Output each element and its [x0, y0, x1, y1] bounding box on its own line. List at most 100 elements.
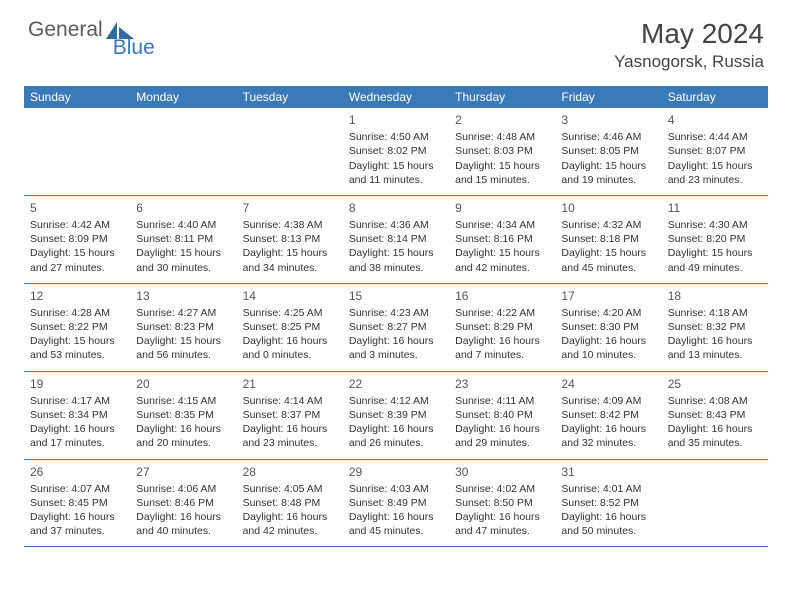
sunrise-text: Sunrise: 4:08 AM	[668, 394, 762, 408]
sunrise-text: Sunrise: 4:30 AM	[668, 218, 762, 232]
daylight-text: and 32 minutes.	[561, 436, 655, 450]
sunrise-text: Sunrise: 4:06 AM	[136, 482, 230, 496]
calendar-week: 1Sunrise: 4:50 AMSunset: 8:02 PMDaylight…	[24, 108, 768, 196]
daylight-text: Daylight: 16 hours	[349, 334, 443, 348]
day-number: 29	[349, 464, 443, 480]
calendar-cell: 4Sunrise: 4:44 AMSunset: 8:07 PMDaylight…	[662, 108, 768, 195]
daylight-text: Daylight: 16 hours	[561, 334, 655, 348]
calendar-cell: 27Sunrise: 4:06 AMSunset: 8:46 PMDayligh…	[130, 460, 236, 547]
daylight-text: and 47 minutes.	[455, 524, 549, 538]
sunset-text: Sunset: 8:49 PM	[349, 496, 443, 510]
daylight-text: and 53 minutes.	[30, 348, 124, 362]
calendar-cell: 24Sunrise: 4:09 AMSunset: 8:42 PMDayligh…	[555, 372, 661, 459]
sunset-text: Sunset: 8:16 PM	[455, 232, 549, 246]
sunset-text: Sunset: 8:07 PM	[668, 144, 762, 158]
day-number: 9	[455, 200, 549, 216]
daylight-text: Daylight: 16 hours	[455, 422, 549, 436]
daylight-text: and 30 minutes.	[136, 261, 230, 275]
daylight-text: and 23 minutes.	[243, 436, 337, 450]
weekday-label: Monday	[130, 86, 236, 108]
daylight-text: and 19 minutes.	[561, 173, 655, 187]
sunrise-text: Sunrise: 4:42 AM	[30, 218, 124, 232]
daylight-text: and 23 minutes.	[668, 173, 762, 187]
brand-logo: General Blue	[28, 18, 138, 42]
daylight-text: Daylight: 16 hours	[561, 422, 655, 436]
day-number: 31	[561, 464, 655, 480]
sunrise-text: Sunrise: 4:18 AM	[668, 306, 762, 320]
day-number: 22	[349, 376, 443, 392]
daylight-text: and 20 minutes.	[136, 436, 230, 450]
sunrise-text: Sunrise: 4:14 AM	[243, 394, 337, 408]
calendar-week: 26Sunrise: 4:07 AMSunset: 8:45 PMDayligh…	[24, 460, 768, 548]
calendar-cell: 21Sunrise: 4:14 AMSunset: 8:37 PMDayligh…	[237, 372, 343, 459]
page-header: General Blue May 2024 Yasnogorsk, Russia	[0, 0, 792, 78]
calendar-cell: 30Sunrise: 4:02 AMSunset: 8:50 PMDayligh…	[449, 460, 555, 547]
brand-text-1: General	[28, 18, 103, 42]
calendar-cell: 25Sunrise: 4:08 AMSunset: 8:43 PMDayligh…	[662, 372, 768, 459]
calendar-cell: 11Sunrise: 4:30 AMSunset: 8:20 PMDayligh…	[662, 196, 768, 283]
daylight-text: and 45 minutes.	[561, 261, 655, 275]
calendar-week: 19Sunrise: 4:17 AMSunset: 8:34 PMDayligh…	[24, 372, 768, 460]
calendar-cell	[662, 460, 768, 547]
daylight-text: and 29 minutes.	[455, 436, 549, 450]
sunrise-text: Sunrise: 4:23 AM	[349, 306, 443, 320]
daylight-text: and 42 minutes.	[455, 261, 549, 275]
daylight-text: and 34 minutes.	[243, 261, 337, 275]
brand-text-2: Blue	[113, 36, 155, 60]
calendar-body: 1Sunrise: 4:50 AMSunset: 8:02 PMDaylight…	[24, 108, 768, 547]
sunrise-text: Sunrise: 4:38 AM	[243, 218, 337, 232]
day-number: 3	[561, 112, 655, 128]
calendar: SundayMondayTuesdayWednesdayThursdayFrid…	[24, 86, 768, 547]
weekday-label: Thursday	[449, 86, 555, 108]
sunset-text: Sunset: 8:50 PM	[455, 496, 549, 510]
sunrise-text: Sunrise: 4:01 AM	[561, 482, 655, 496]
sunset-text: Sunset: 8:52 PM	[561, 496, 655, 510]
calendar-cell: 13Sunrise: 4:27 AMSunset: 8:23 PMDayligh…	[130, 284, 236, 371]
day-number: 6	[136, 200, 230, 216]
calendar-cell: 29Sunrise: 4:03 AMSunset: 8:49 PMDayligh…	[343, 460, 449, 547]
calendar-cell: 28Sunrise: 4:05 AMSunset: 8:48 PMDayligh…	[237, 460, 343, 547]
daylight-text: and 7 minutes.	[455, 348, 549, 362]
sunset-text: Sunset: 8:32 PM	[668, 320, 762, 334]
sunrise-text: Sunrise: 4:46 AM	[561, 130, 655, 144]
calendar-cell: 19Sunrise: 4:17 AMSunset: 8:34 PMDayligh…	[24, 372, 130, 459]
sunset-text: Sunset: 8:18 PM	[561, 232, 655, 246]
day-number: 17	[561, 288, 655, 304]
title-block: May 2024 Yasnogorsk, Russia	[614, 18, 764, 72]
calendar-cell: 7Sunrise: 4:38 AMSunset: 8:13 PMDaylight…	[237, 196, 343, 283]
daylight-text: and 35 minutes.	[668, 436, 762, 450]
sunset-text: Sunset: 8:46 PM	[136, 496, 230, 510]
daylight-text: Daylight: 16 hours	[136, 510, 230, 524]
sunset-text: Sunset: 8:43 PM	[668, 408, 762, 422]
day-number: 5	[30, 200, 124, 216]
daylight-text: and 40 minutes.	[136, 524, 230, 538]
calendar-week: 12Sunrise: 4:28 AMSunset: 8:22 PMDayligh…	[24, 284, 768, 372]
calendar-week: 5Sunrise: 4:42 AMSunset: 8:09 PMDaylight…	[24, 196, 768, 284]
calendar-cell: 26Sunrise: 4:07 AMSunset: 8:45 PMDayligh…	[24, 460, 130, 547]
sunset-text: Sunset: 8:27 PM	[349, 320, 443, 334]
sunrise-text: Sunrise: 4:22 AM	[455, 306, 549, 320]
daylight-text: and 26 minutes.	[349, 436, 443, 450]
calendar-cell: 9Sunrise: 4:34 AMSunset: 8:16 PMDaylight…	[449, 196, 555, 283]
weekday-label: Tuesday	[237, 86, 343, 108]
day-number: 13	[136, 288, 230, 304]
sunrise-text: Sunrise: 4:09 AM	[561, 394, 655, 408]
daylight-text: Daylight: 16 hours	[668, 334, 762, 348]
daylight-text: and 49 minutes.	[668, 261, 762, 275]
sunset-text: Sunset: 8:03 PM	[455, 144, 549, 158]
daylight-text: Daylight: 16 hours	[243, 334, 337, 348]
sunset-text: Sunset: 8:42 PM	[561, 408, 655, 422]
day-number: 1	[349, 112, 443, 128]
day-number: 7	[243, 200, 337, 216]
daylight-text: Daylight: 16 hours	[30, 422, 124, 436]
daylight-text: Daylight: 15 hours	[136, 334, 230, 348]
sunset-text: Sunset: 8:11 PM	[136, 232, 230, 246]
sunrise-text: Sunrise: 4:02 AM	[455, 482, 549, 496]
weekday-label: Saturday	[662, 86, 768, 108]
day-number: 15	[349, 288, 443, 304]
daylight-text: and 37 minutes.	[30, 524, 124, 538]
weekday-label: Sunday	[24, 86, 130, 108]
sunrise-text: Sunrise: 4:40 AM	[136, 218, 230, 232]
sunset-text: Sunset: 8:34 PM	[30, 408, 124, 422]
sunrise-text: Sunrise: 4:07 AM	[30, 482, 124, 496]
